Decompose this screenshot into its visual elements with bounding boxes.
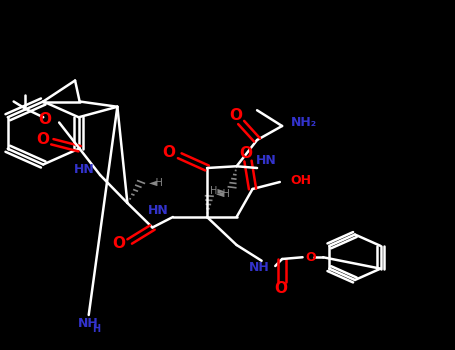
- Text: O: O: [162, 146, 175, 160]
- Text: O: O: [275, 281, 288, 296]
- Text: H: H: [92, 324, 101, 334]
- Text: NH₂: NH₂: [291, 116, 317, 129]
- Text: O: O: [38, 112, 51, 126]
- Text: NH: NH: [78, 317, 99, 330]
- Text: O: O: [229, 108, 242, 123]
- Text: NH: NH: [249, 261, 270, 274]
- Text: ◄H: ◄H: [216, 189, 231, 199]
- Text: HN: HN: [74, 163, 95, 176]
- Text: H►: H►: [210, 186, 225, 196]
- Text: HN: HN: [256, 154, 277, 168]
- Text: OH: OH: [290, 174, 311, 188]
- Text: O: O: [113, 237, 126, 251]
- Text: O: O: [306, 251, 316, 264]
- Text: O: O: [37, 133, 50, 147]
- Text: HN: HN: [147, 203, 168, 217]
- Text: ◄H: ◄H: [149, 178, 164, 188]
- Text: O: O: [239, 146, 252, 161]
